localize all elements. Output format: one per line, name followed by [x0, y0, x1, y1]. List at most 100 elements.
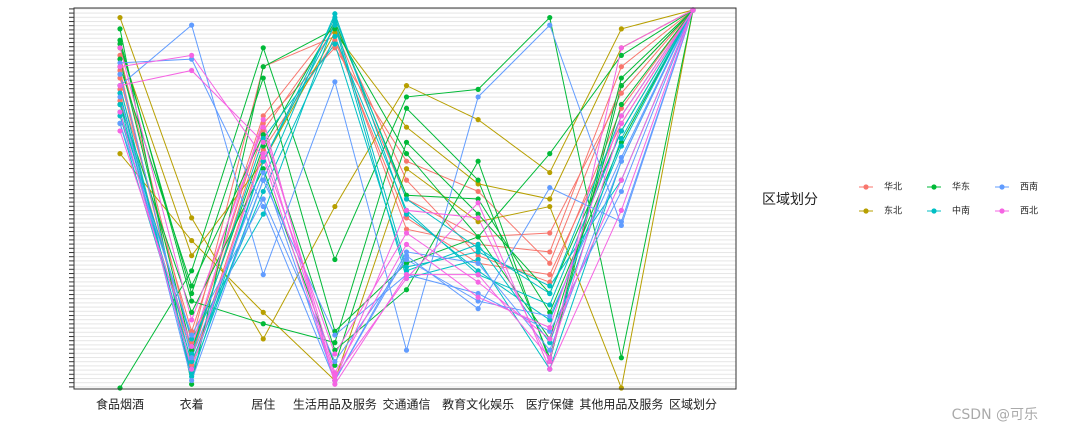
data-point	[547, 260, 553, 266]
data-point	[403, 268, 410, 274]
data-point	[260, 151, 266, 157]
legend-label: 中南	[952, 205, 970, 217]
data-point	[189, 328, 195, 334]
data-point	[475, 94, 481, 100]
legend-label: 华东	[952, 181, 970, 193]
data-point	[618, 75, 624, 81]
data-point	[475, 260, 481, 266]
data-point	[332, 79, 338, 85]
data-point	[547, 169, 553, 176]
data-point	[475, 215, 481, 221]
data-point	[189, 22, 195, 28]
data-point	[260, 120, 266, 126]
legend-title: 区域划分	[762, 192, 818, 208]
data-point	[547, 309, 553, 315]
data-point	[475, 290, 481, 297]
data-point	[475, 181, 481, 187]
data-point	[618, 177, 624, 183]
data-point	[403, 241, 410, 247]
data-point	[547, 14, 553, 21]
data-point	[117, 37, 123, 43]
data-point	[547, 249, 553, 255]
data-point	[260, 177, 266, 183]
data-point	[403, 260, 410, 266]
data-point	[547, 272, 553, 278]
data-point	[260, 139, 266, 145]
data-point	[475, 256, 481, 263]
data-point	[332, 37, 338, 43]
data-point	[403, 166, 410, 172]
data-point	[403, 158, 410, 164]
data-point	[403, 177, 410, 183]
data-point	[117, 56, 123, 62]
data-point	[260, 128, 266, 134]
data-point	[117, 94, 123, 100]
data-point	[475, 86, 481, 92]
data-point	[618, 135, 624, 142]
panel-border	[73, 7, 737, 390]
data-point	[260, 188, 266, 195]
data-point	[117, 45, 123, 51]
data-point	[117, 90, 123, 96]
data-point	[260, 135, 266, 142]
data-point	[475, 241, 481, 247]
data-point	[403, 249, 410, 255]
data-point	[260, 147, 266, 153]
data-point	[189, 290, 195, 297]
data-point	[618, 154, 624, 161]
data-point	[403, 264, 410, 270]
data-point	[547, 366, 553, 372]
data-point	[618, 355, 624, 361]
data-point	[260, 336, 266, 342]
data-point	[403, 151, 410, 157]
x-tick-label: 区域划分	[669, 398, 717, 412]
data-point	[547, 151, 553, 157]
data-point	[117, 67, 123, 74]
data-point	[547, 355, 553, 361]
data-point	[475, 279, 481, 285]
data-point	[618, 120, 624, 126]
data-point	[475, 298, 481, 304]
data-point	[475, 196, 481, 202]
data-point	[475, 253, 481, 259]
data-point	[403, 83, 410, 89]
data-point	[332, 381, 338, 387]
data-point	[332, 30, 338, 36]
data-point	[189, 309, 195, 315]
data-point	[547, 324, 553, 331]
legend-label: 东北	[884, 205, 902, 217]
data-point	[618, 385, 624, 391]
data-point	[260, 166, 266, 172]
watermark: CSDN @可乐	[952, 407, 1038, 423]
data-point	[189, 377, 195, 384]
data-point	[332, 362, 338, 368]
x-tick-label: 教育文化娱乐	[442, 397, 514, 412]
data-point	[260, 132, 266, 138]
data-point	[403, 139, 410, 145]
data-point	[618, 219, 624, 225]
data-point	[403, 105, 410, 111]
x-tick-label: 居住	[251, 398, 275, 412]
data-point	[260, 117, 266, 123]
data-point	[618, 26, 624, 32]
data-point	[547, 302, 553, 308]
data-point	[332, 26, 338, 32]
data-point	[117, 120, 123, 126]
data-point	[260, 169, 266, 176]
data-point	[332, 22, 338, 28]
data-point	[403, 192, 410, 198]
data-point	[618, 158, 624, 164]
data-point	[117, 128, 123, 134]
data-point	[618, 101, 624, 108]
data-point	[475, 272, 481, 278]
data-point	[260, 124, 266, 130]
data-point	[403, 211, 410, 217]
x-tick-label: 医疗保健	[526, 398, 574, 412]
data-point	[332, 203, 338, 210]
data-point	[618, 83, 624, 89]
data-point	[618, 188, 624, 195]
data-point	[189, 381, 195, 387]
data-point	[260, 321, 266, 327]
x-tick-label: 生活用品及服务	[293, 397, 377, 412]
data-point	[403, 272, 410, 278]
